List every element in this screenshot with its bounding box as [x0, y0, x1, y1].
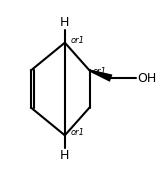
- Text: or1: or1: [71, 36, 85, 45]
- Text: H: H: [60, 149, 70, 162]
- Text: OH: OH: [137, 72, 157, 85]
- Text: or1: or1: [93, 67, 107, 76]
- Polygon shape: [89, 69, 112, 82]
- Text: or1: or1: [71, 128, 85, 137]
- Text: H: H: [60, 16, 70, 29]
